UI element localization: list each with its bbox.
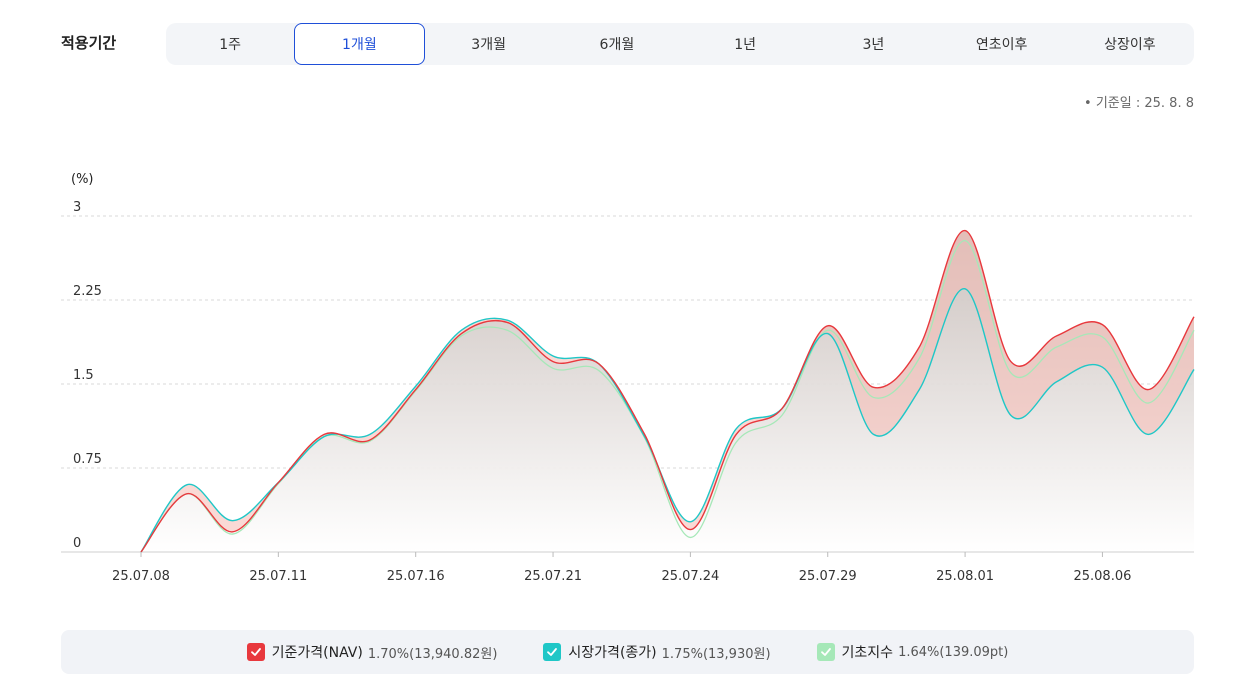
legend: 기준가격(NAV) 1.70%(13,940.82원) 시장가격(종가) 1.75%(… xyxy=(61,630,1194,674)
series-line-0 xyxy=(140,229,1195,553)
y-tick-label: 1.5 xyxy=(73,368,94,383)
y-tick-label: 2.25 xyxy=(73,284,102,299)
legend-name: 시장가격(종가) xyxy=(568,645,657,661)
series-line-1 xyxy=(140,288,1195,553)
nav-area xyxy=(141,230,1194,552)
return-chart: (%) 3 2.25 1.5 0.75 0 25.07.08 25.07.11 25.07.16… xyxy=(61,172,1195,584)
tab-period-1[interactable]: 1개월 xyxy=(294,23,425,65)
x-tick-label: 25.07.16 xyxy=(387,569,445,584)
checkbox-icon[interactable] xyxy=(816,643,835,661)
legend-value: 1.70%(13,940.82원) xyxy=(367,646,498,662)
period-tabs: 1주 1개월 3개월 6개월 1년 3년 연초이후 상장이후 xyxy=(166,23,1194,65)
legend-value: 1.75%(13,930원) xyxy=(661,646,771,662)
legend-item-1[interactable]: 시장가격(종가) 1.75%(13,930원) xyxy=(543,642,771,662)
y-tick-label: 3 xyxy=(73,200,81,215)
check-icon xyxy=(250,648,261,656)
x-tick-label: 25.07.11 xyxy=(249,569,307,584)
base-date: • 기준일 : 25. 8. 8 xyxy=(1084,96,1194,111)
tab-period-3[interactable]: 6개월 xyxy=(599,37,635,53)
period-label: 적용기간 xyxy=(61,34,117,52)
x-tick-label: 25.07.08 xyxy=(112,569,170,584)
tab-period-6[interactable]: 연초이후 xyxy=(975,37,1028,53)
legend-item-2[interactable]: 기초지수 1.64%(139.09pt) xyxy=(816,642,1009,662)
legend-value: 1.64%(139.09pt) xyxy=(898,644,1009,660)
checkbox-icon[interactable] xyxy=(543,643,562,661)
x-tick-label: 25.07.21 xyxy=(524,569,582,584)
tab-period-0[interactable]: 1주 xyxy=(219,37,242,53)
tab-period-7[interactable]: 상장이후 xyxy=(1104,37,1156,53)
difference-band xyxy=(141,230,1194,552)
check-icon xyxy=(820,648,831,656)
tab-period-5[interactable]: 3년 xyxy=(862,37,885,53)
x-tick-label: 25.08.01 xyxy=(936,569,994,584)
x-tick-label: 25.07.29 xyxy=(799,569,857,584)
check-icon xyxy=(547,648,558,656)
tab-period-2[interactable]: 3개월 xyxy=(471,37,506,53)
y-unit-label: (%) xyxy=(71,172,94,187)
y-tick-label: 0.75 xyxy=(73,452,102,467)
legend-name: 기준가격(NAV) xyxy=(271,645,363,661)
legend-item-0[interactable]: 기준가격(NAV) 1.70%(13,940.82원) xyxy=(246,642,498,662)
x-tick-label: 25.07.24 xyxy=(661,569,719,584)
x-tick-label: 25.08.06 xyxy=(1073,569,1131,584)
tab-period-4[interactable]: 1년 xyxy=(734,37,757,53)
checkbox-icon[interactable] xyxy=(246,643,265,661)
y-tick-label: 0 xyxy=(73,536,81,551)
legend-name: 기초지수 xyxy=(841,645,894,661)
